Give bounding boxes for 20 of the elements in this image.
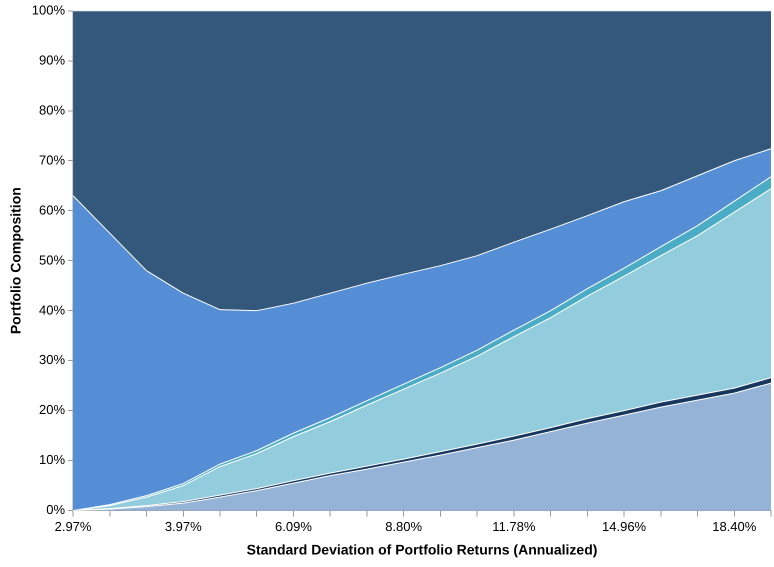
x-tick-label: 14.96% (602, 518, 647, 534)
x-tick-label: 6.09% (275, 518, 312, 534)
y-tick-label: 70% (39, 152, 66, 168)
y-tick-label: 40% (39, 302, 66, 318)
x-tick-label: 3.97% (164, 518, 202, 534)
y-tick-label: 0% (46, 502, 66, 518)
x-tick-label: 2.97% (54, 518, 92, 534)
y-tick-label: 90% (39, 52, 66, 68)
y-tick-label: 100% (32, 2, 66, 18)
y-axis-title: Portfolio Composition (7, 187, 24, 334)
x-tick-label: 11.78% (492, 518, 536, 534)
x-axis-title: Standard Deviation of Portfolio Returns (Annualized) (246, 541, 598, 558)
y-tick-label: 20% (39, 402, 66, 418)
x-tick-label: 8.80% (385, 518, 423, 534)
y-tick-label: 60% (39, 202, 66, 218)
y-tick-label: 10% (39, 452, 66, 468)
y-tick-label: 80% (39, 102, 66, 118)
y-tick-label: 50% (39, 252, 66, 268)
y-tick-label: 30% (39, 352, 66, 368)
x-tick-label: 18.40% (712, 518, 757, 534)
